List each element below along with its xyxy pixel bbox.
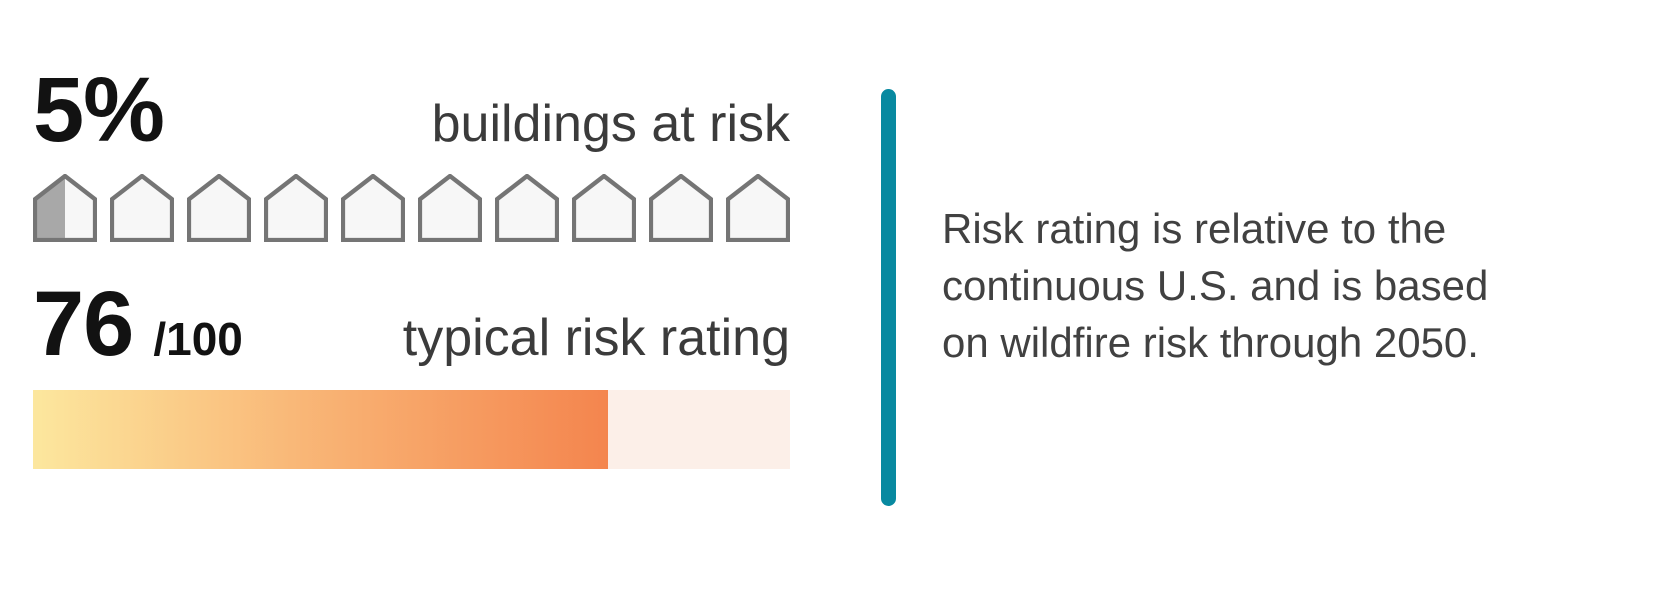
risk-rating-label: typical risk rating <box>402 309 790 367</box>
risk-note-line: Risk rating is relative to the <box>942 205 1447 252</box>
house-icon <box>33 174 97 242</box>
risk-rating-bar <box>33 390 790 469</box>
house-icon <box>187 174 251 242</box>
risk-rating-value: 76 <box>33 273 134 375</box>
risk-stats-panel: 5% buildings at risk 76 /100 typical ris… <box>33 64 790 469</box>
buildings-at-risk-value: 5% <box>33 59 165 161</box>
risk-rating-bar-fill <box>33 390 609 469</box>
risk-note-line: on wildfire risk through 2050. <box>942 319 1479 366</box>
risk-rating-denominator: /100 <box>153 313 243 365</box>
houses-pictograph <box>33 174 790 242</box>
risk-note-line: continuous U.S. and is based <box>942 262 1489 309</box>
house-icon <box>341 174 405 242</box>
buildings-at-risk-row: 5% buildings at risk <box>33 64 790 156</box>
house-icon <box>418 174 482 242</box>
risk-rating-row: 76 /100 typical risk rating <box>33 278 790 370</box>
house-icon <box>264 174 328 242</box>
house-icon <box>110 174 174 242</box>
house-icon <box>649 174 713 242</box>
risk-rating-value-group: 76 /100 <box>33 278 243 370</box>
house-icon <box>495 174 559 242</box>
vertical-divider <box>881 89 896 506</box>
buildings-at-risk-label: buildings at risk <box>431 95 790 153</box>
house-icon <box>572 174 636 242</box>
house-icon <box>726 174 790 242</box>
risk-note-text: Risk rating is relative to the continuous… <box>942 200 1488 371</box>
